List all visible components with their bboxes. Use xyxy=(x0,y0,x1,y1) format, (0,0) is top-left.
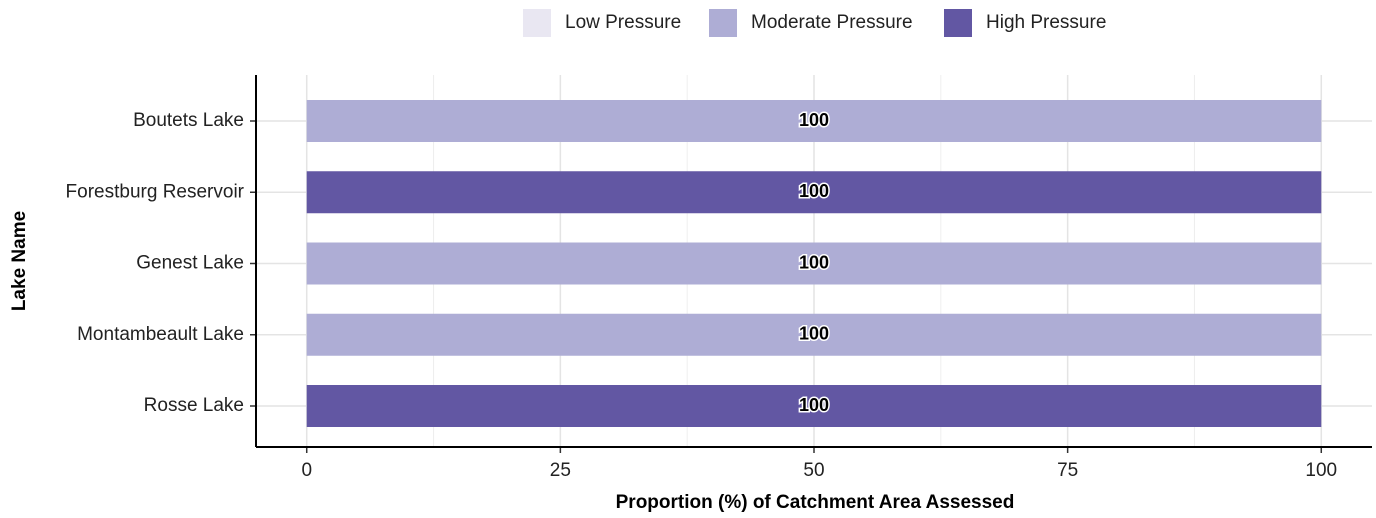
x-tick-label: 50 xyxy=(803,460,824,481)
y-tick-label: Rosse Lake xyxy=(144,395,244,416)
x-axis-label: Proportion (%) of Catchment Area Assesse… xyxy=(616,492,1015,513)
bar-segment xyxy=(306,313,1322,356)
x-tick-label: 25 xyxy=(550,460,571,481)
data-label: 100 xyxy=(799,181,829,201)
legend-label: Low Pressure xyxy=(565,12,681,33)
y-tick-label: Boutets Lake xyxy=(133,110,244,131)
legend-swatch xyxy=(523,9,551,37)
data-label: 100 xyxy=(799,110,829,130)
bar-segment xyxy=(306,242,1322,285)
legend-swatch xyxy=(709,9,737,37)
bar-segment xyxy=(306,171,1322,214)
y-axis-label: Lake Name xyxy=(9,211,30,311)
data-label: 100 xyxy=(799,324,829,344)
legend-swatch xyxy=(944,9,972,37)
x-tick-label: 100 xyxy=(1305,460,1337,481)
y-tick-label: Genest Lake xyxy=(136,253,244,274)
bar-segment xyxy=(306,385,1322,427)
y-tick-label: Montambeault Lake xyxy=(77,324,244,345)
data-label: 100 xyxy=(799,395,829,415)
bar-segment xyxy=(306,100,1322,142)
y-tick-label: Forestburg Reservoir xyxy=(66,181,245,202)
legend-label: High Pressure xyxy=(986,12,1106,33)
x-tick-label: 75 xyxy=(1057,460,1078,481)
legend-label: Moderate Pressure xyxy=(751,12,913,33)
x-tick-label: 0 xyxy=(301,460,312,481)
data-label: 100 xyxy=(799,252,829,272)
